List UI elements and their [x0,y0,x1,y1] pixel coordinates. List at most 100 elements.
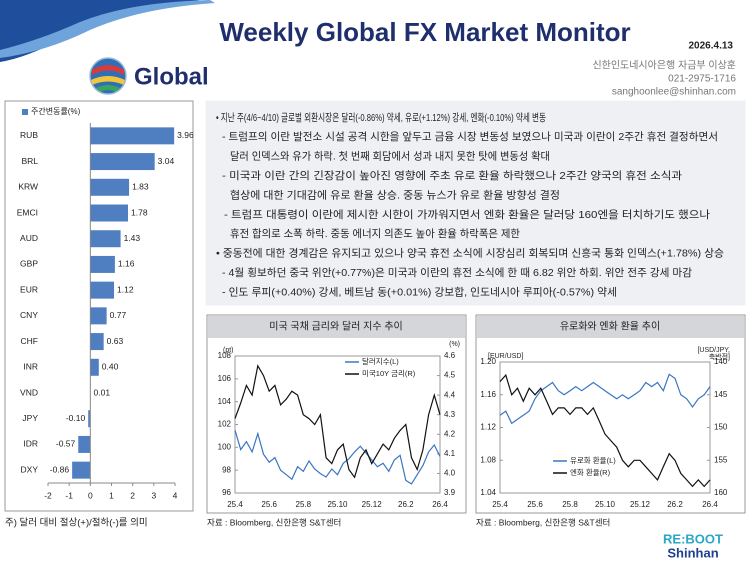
bar [90,281,115,299]
x-tick-label: -2 [44,490,52,500]
x-tick-label: 25.6 [261,500,277,509]
x-tick-label: 1 [109,490,114,500]
category-label: EMCI [17,207,38,217]
commentary-line: • 지난 주(4/6~4/10) 글로벌 외환시장은 달러(-0.86%) 약세… [216,112,546,124]
category-label: KRW [18,182,38,192]
commentary-line: - 트럼프의 이란 발전소 시설 공격 시한을 앞두고 금융 시장 변동성 보였… [222,130,718,143]
category-label: JPY [22,413,38,423]
x-tick-label: 25.8 [562,500,578,509]
x-tick-label: 25.12 [362,500,383,509]
value-label: 0.77 [110,310,127,320]
header-swoosh [0,0,215,58]
series-line [234,430,441,485]
series-line [499,373,711,488]
y-unit: [EUR/USD] [488,353,523,360]
source: 자료 : Bloomberg, 신한은행 S&T센터 [207,517,341,527]
value-label: 3.96 [177,130,194,140]
chart-title: 유로화와 엔화 환율 추이 [560,321,660,333]
category-label: INR [23,362,38,372]
commentary-line: - 미국과 이란 간의 긴장감이 높아진 영향에 주초 유로 환율 하락했으나 … [222,169,682,182]
y2-tick-label: 155 [714,455,728,464]
y-tick-label: 1.04 [480,488,496,497]
value-label: 1.83 [132,182,149,192]
y-tick-label: 108 [218,351,232,360]
x-tick-label: 26.2 [667,500,683,509]
legend-swatch [22,109,28,115]
legend-label: 미국10Y 금리(R) [362,369,416,378]
bar [90,358,99,376]
x-tick-label: 25.10 [595,500,616,509]
y-tick-label: 96 [222,488,231,497]
commentary-box [205,100,746,306]
y2-unit: [USD/JPY, [697,347,730,354]
chart-header [477,316,744,338]
report-date: 2026.4.13 [689,41,734,52]
y2-tick-label: 4.0 [444,469,456,478]
bar [90,333,104,351]
value-label: 1.16 [118,259,135,269]
legend-label: 달러지수(L) [362,357,399,366]
legend-label: 유로화 환율(L) [570,455,616,465]
y2-unit: (%) [449,341,460,348]
value-label: 1.12 [117,284,134,294]
x-tick-label: -1 [65,490,73,500]
y-unit: (pt) [223,347,234,354]
x-tick-label: 25.10 [327,500,348,509]
category-label: RUB [20,130,38,140]
category-label: AUD [20,233,38,243]
bar [90,307,107,325]
y-tick-label: 100 [218,442,232,451]
x-tick-label: 25.8 [296,500,312,509]
bar [90,127,175,145]
series-line [499,373,711,425]
x-tick-label: 2 [130,490,135,500]
x-tick-label: 3 [151,490,156,500]
section-title: Global [134,63,209,90]
category-label: VND [20,387,38,397]
contact: 021-2975-1716 [668,74,736,85]
chart-title: 미국 국채 금리와 달러 지수 추이 [269,321,403,333]
y2-tick-label: 4.1 [444,449,456,458]
y2-tick-label: 4.5 [444,371,456,380]
category-label: BRL [21,156,38,166]
value-label: 0.63 [107,336,124,346]
x-tick-label: 26.4 [432,500,448,509]
contact: sanghoonlee@shinhan.com [612,87,736,98]
y-tick-label: 1.12 [480,423,496,432]
header-swoosh [0,0,200,62]
bar [88,410,91,428]
value-label: 3.04 [158,156,175,166]
commentary-line: - 인도 루피(+0.40%) 강세, 베트남 동(+0.01%) 강보합, 인… [222,286,617,298]
bar [90,153,155,171]
value-label: 0.01 [94,387,111,397]
category-label: DXY [21,464,39,474]
x-tick-label: 25.4 [227,500,243,509]
y2-tick-label: 4.3 [444,410,456,419]
y2-tick-label: 4.4 [444,390,456,399]
x-tick-label: 4 [173,490,178,500]
x-tick-label: 26.4 [702,500,718,509]
y2-tick-label: 150 [714,423,728,432]
value-label: 0.40 [102,362,119,372]
value-label: -0.10 [66,413,86,423]
x-tick-label: 26.2 [398,500,414,509]
x-tick-label: 25.12 [630,500,651,509]
value-label: -0.57 [56,439,76,449]
contact: 신한인도네시아은행 자금부 이상훈 [592,59,736,72]
y2-tick-label: 4.2 [444,429,456,438]
category-label: GBP [20,259,38,269]
series-line [234,364,441,479]
bar [78,435,91,453]
y2-unit: 축반전] [709,352,730,361]
y2-tick-label: 4.6 [444,351,456,360]
commentary-line: - 트럼프 대통령이 이란에 제시한 시한이 가까워지면서 엔화 환율은 달러당… [224,208,710,221]
value-label: 1.78 [131,207,148,217]
bar [90,230,121,248]
chart-frame [475,314,746,514]
y-tick-label: 98 [222,465,231,474]
commentary-line: 휴전 합의로 소폭 하락. 중동 에너지 의존도 높아 환율 하락폭은 제한 [230,227,520,240]
globe-icon [89,57,127,95]
footnote: 주) 달러 대비 절상(+)/절하(-)를 의미 [5,517,148,529]
y2-tick-label: 160 [714,488,728,497]
